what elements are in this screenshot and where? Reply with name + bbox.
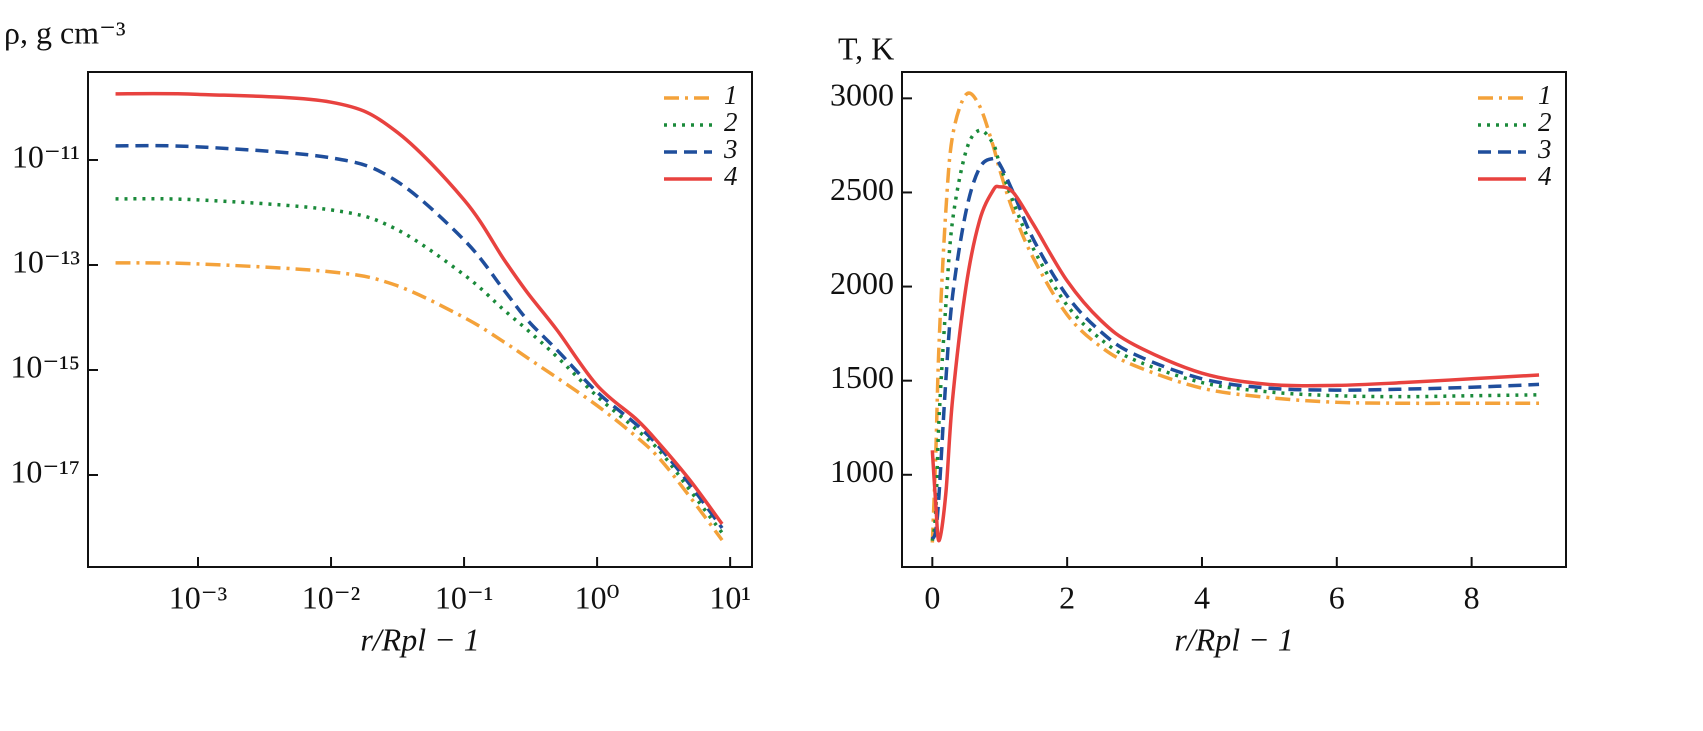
legend-label: 4 [724,161,738,191]
plot-frame [87,71,753,568]
y-tick-label: 10⁻¹¹ [12,138,80,174]
legend-label: 2 [1538,107,1552,137]
series-line [930,156,1540,540]
x-tick-label: 0 [924,579,940,615]
x-axis-label: r/Rpl − 1 [360,621,479,657]
legend-label: 1 [724,80,738,110]
y-axis-label: ρ, g cm⁻³ [4,14,126,50]
x-tick-label: 4 [1194,579,1210,615]
series-line [930,91,1540,543]
y-tick-label: 1000 [830,453,894,489]
x-tick-label: 10⁻¹ [435,579,493,615]
x-tick-label: 10¹ [709,579,751,615]
y-tick-label: 10⁻¹⁷ [10,453,80,489]
series-line [115,91,724,525]
y-tick-label: 10⁻¹⁵ [10,348,80,384]
legend-label: 1 [1538,80,1552,110]
y-tick-label: 3000 [830,77,894,113]
series-line [115,261,724,542]
x-tick-label: 8 [1464,579,1480,615]
legend-label: 2 [724,107,738,137]
x-tick-label: 2 [1059,579,1075,615]
y-tick-label: 10⁻¹³ [12,243,80,279]
series-line [930,184,1540,543]
series-line [115,196,724,534]
legend-label: 3 [1537,134,1552,164]
legend-label: 4 [1538,161,1552,191]
y-tick-label: 2500 [830,171,894,207]
x-tick-label: 6 [1329,579,1345,615]
y-tick-label: 1500 [830,359,894,395]
series-line [930,128,1540,541]
x-tick-label: 10⁻² [302,579,360,615]
legend-label: 3 [723,134,738,164]
y-axis-label: T, K [838,30,894,66]
plot-frame [901,71,1567,568]
x-tick-label: 10⁰ [575,579,620,615]
y-tick-label: 2000 [830,265,894,301]
x-axis-label: r/Rpl − 1 [1174,621,1293,657]
x-tick-label: 10⁻³ [169,579,227,615]
series-line [115,143,724,530]
